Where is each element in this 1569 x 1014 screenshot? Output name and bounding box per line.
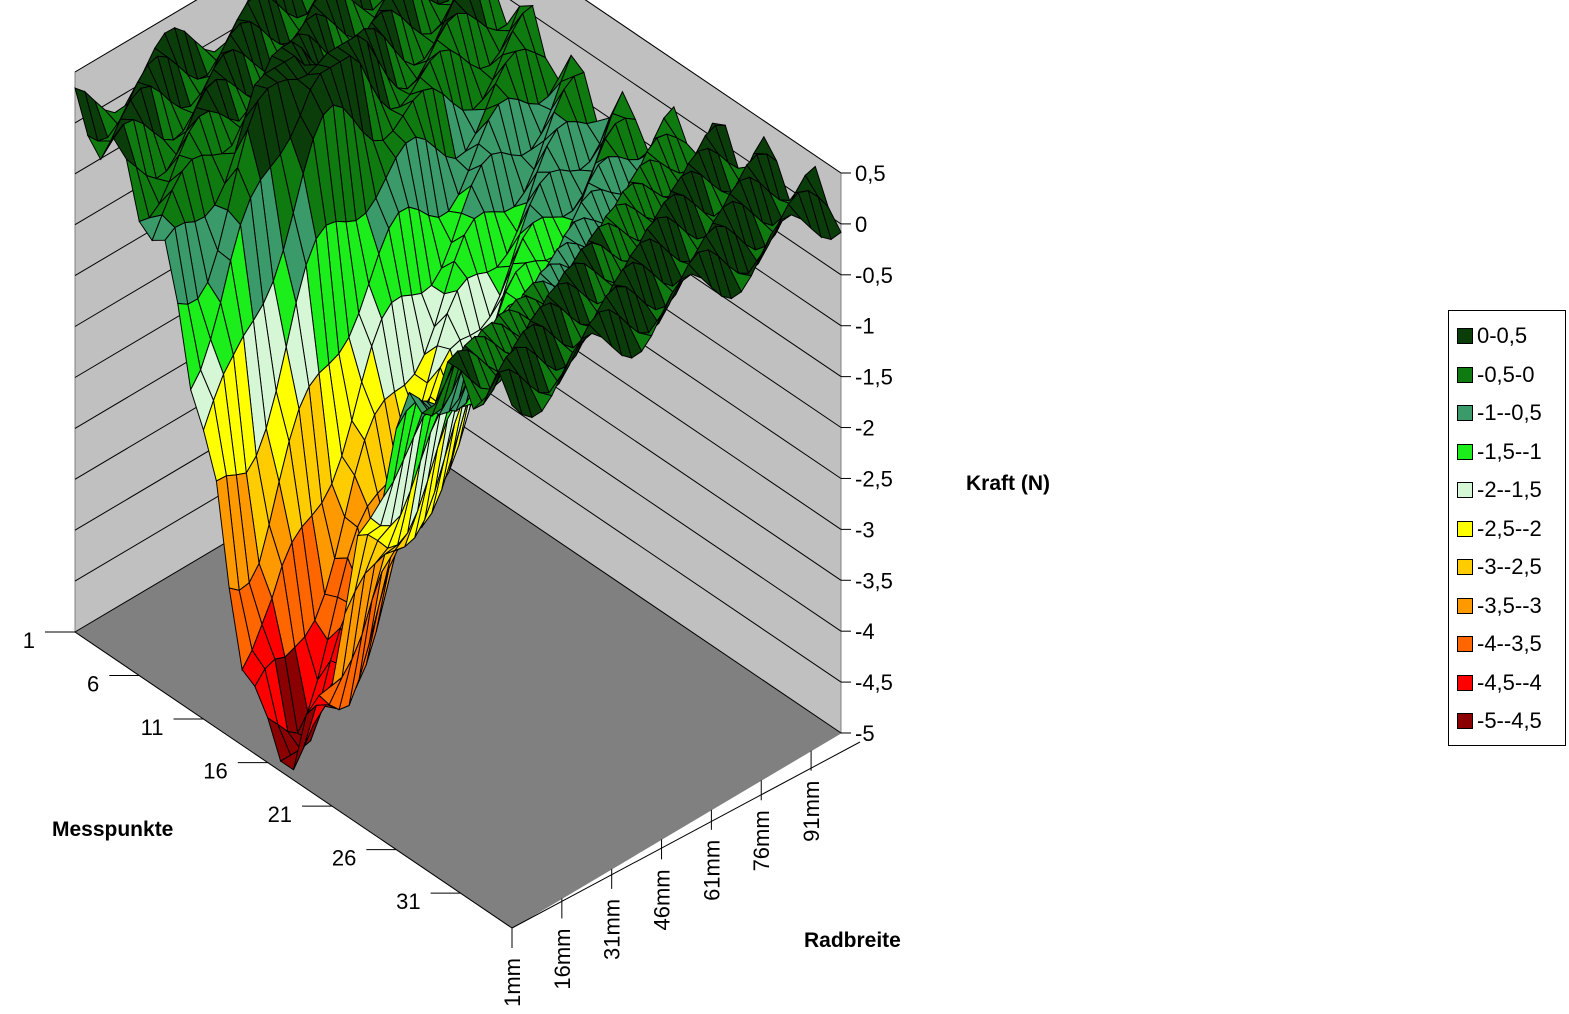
- legend-item: -4--3,5: [1449, 625, 1565, 664]
- z-tick-label: -4: [855, 619, 875, 644]
- z-tick-label: -0,5: [855, 263, 893, 288]
- legend-swatch: [1457, 366, 1473, 383]
- messpunkte-axis-line: [74, 631, 513, 929]
- legend-label: 0-0,5: [1477, 323, 1528, 349]
- radbreite-axis-line: [511, 741, 861, 929]
- surface-mesh: [74, 0, 842, 771]
- legend-item: 0-0,5: [1449, 317, 1565, 356]
- radbreite-tick-label: 46mm: [650, 869, 675, 930]
- legend: 0-0,5 -0,5-0 -1--0,5 -1,5--1 -2--1,5 -2,5--2 -…: [1448, 310, 1566, 746]
- messpunkte-tick-label: 1: [23, 628, 35, 653]
- legend-label: -0,5-0: [1477, 361, 1535, 387]
- legend-label: -1--0,5: [1477, 400, 1542, 426]
- legend-swatch: [1457, 443, 1473, 460]
- messpunkte-tick-label: 11: [141, 715, 164, 740]
- radbreite-tick-label: 31mm: [600, 899, 625, 960]
- legend-label: -4--3,5: [1477, 631, 1542, 657]
- legend-label: -3--2,5: [1477, 554, 1542, 580]
- z-tick-label: -5: [855, 721, 875, 746]
- z-tick-label: 0: [855, 212, 867, 237]
- radbreite-tick-label: 91mm: [799, 781, 824, 842]
- legend-label: -2--1,5: [1477, 477, 1542, 503]
- legend-item: -2,5--2: [1449, 510, 1565, 549]
- radbreite-axis-title: Radbreite: [804, 929, 901, 952]
- z-tick-label: 0,5: [855, 161, 886, 186]
- legend-label: -1,5--1: [1477, 438, 1542, 464]
- legend-label: -4,5--4: [1477, 669, 1542, 695]
- legend-item: -2--1,5: [1449, 471, 1565, 510]
- legend-item: -3,5--3: [1449, 587, 1565, 626]
- radbreite-tick-label: 61mm: [699, 840, 724, 901]
- legend-item: -1--0,5: [1449, 394, 1565, 433]
- legend-item: -0,5-0: [1449, 356, 1565, 395]
- radbreite-tick-label: 1mm: [500, 958, 525, 1007]
- z-tick-label: -2,5: [855, 466, 893, 491]
- surface-cell: [498, 368, 523, 416]
- legend-label: -3,5--3: [1477, 592, 1542, 618]
- legend-item: -3--2,5: [1449, 548, 1565, 587]
- legend-swatch: [1457, 713, 1473, 730]
- legend-label: -2,5--2: [1477, 515, 1542, 541]
- messpunkte-tick-label: 31: [396, 889, 420, 914]
- messpunkte-tick-label: 16: [203, 759, 227, 784]
- legend-swatch: [1457, 328, 1473, 345]
- legend-label: -5--4,5: [1477, 708, 1542, 734]
- z-tick-label: -3: [855, 517, 875, 542]
- z-tick-label: -3,5: [855, 568, 893, 593]
- legend-item: -5--4,5: [1449, 702, 1565, 741]
- legend-item: -1,5--1: [1449, 433, 1565, 472]
- radbreite-tick-label: 16mm: [550, 929, 575, 990]
- legend-swatch: [1457, 520, 1473, 537]
- messpunkte-tick-label: 6: [87, 672, 99, 697]
- messpunkte-tick-label: 26: [332, 846, 356, 871]
- legend-swatch: [1457, 559, 1473, 576]
- legend-item: -4,5--4: [1449, 664, 1565, 703]
- z-tick-label: -1,5: [855, 365, 893, 390]
- legend-swatch: [1457, 597, 1473, 614]
- chart-axes: 0,5 0 -0,5 -1 -1,5 -2 -2,5 -3 -3,5 -4 -4,5 -5 Kraft …: [23, 161, 1050, 1007]
- z-tick-label: -4,5: [855, 670, 893, 695]
- z-tick-label: -1: [855, 314, 875, 339]
- legend-swatch: [1457, 405, 1473, 422]
- z-gridline: [74, 0, 842, 174]
- messpunkte-axis-title: Messpunkte: [52, 818, 173, 841]
- z-tick-label: -2: [855, 416, 875, 441]
- radbreite-tick-label: 76mm: [749, 810, 774, 871]
- legend-swatch: [1457, 674, 1473, 691]
- legend-swatch: [1457, 482, 1473, 499]
- z-axis-title: Kraft (N): [966, 472, 1050, 495]
- messpunkte-tick-label: 21: [268, 802, 292, 827]
- legend-swatch: [1457, 636, 1473, 653]
